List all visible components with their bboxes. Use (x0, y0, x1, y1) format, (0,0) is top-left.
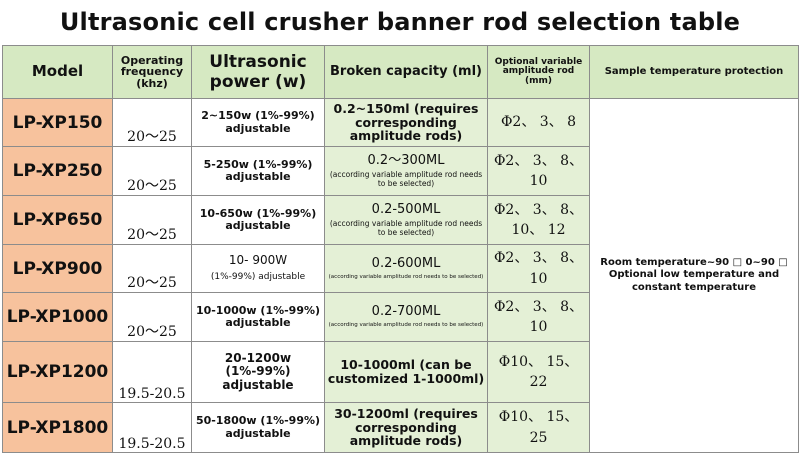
power-cell: 10- 900W (1%-99%) adjustable (191, 244, 325, 293)
model-cell: LP-XP900 (2, 244, 113, 293)
model-cell: LP-XP1000 (2, 292, 113, 342)
header-frequency: Operating frequency (khz) (112, 45, 192, 99)
frequency-cell: 20～25 (112, 292, 192, 342)
capacity-note: (according variable amplitude rod needs … (329, 219, 483, 237)
selection-table: Model Operating frequency (khz) Ultrason… (2, 45, 799, 453)
capacity-value: 0.2~150ml (requires corresponding amplit… (333, 100, 479, 144)
power-cell: 5-250w (1%-99%) adjustable (191, 146, 325, 196)
capacity-value: 0.2～300ML (367, 152, 445, 168)
page-title: Ultrasonic cell crusher banner rod selec… (59, 8, 741, 36)
model-cell: LP-XP1200 (2, 341, 113, 403)
power-value: 10- 900W (228, 252, 288, 267)
capacity-cell: 30-1200ml (requires corresponding amplit… (324, 402, 488, 453)
capacity-value: 0.2-600ML (371, 255, 441, 271)
table-row: LP-XP250 20～25 5-250w (1%-99%) adjustabl… (2, 146, 799, 196)
rod-cell: Φ2、 3、 8、 10 (487, 292, 590, 342)
capacity-cell: 0.2-700ML (according variable amplitude … (324, 292, 488, 342)
protection-cell: Room temperature~90 □ 0~90 □ Optional lo… (589, 98, 799, 453)
frequency-cell: 19.5-20.5 (112, 341, 192, 403)
frequency-cell: 20～25 (112, 244, 192, 293)
header-rod: Optional variable amplitude rod (mm) (487, 45, 590, 99)
frequency-cell: 19.5-20.5 (112, 402, 192, 453)
capacity-note: (according variable amplitude rod needs … (328, 273, 484, 280)
power-note: (1%-99%) adjustable (210, 272, 306, 283)
model-cell: LP-XP1800 (2, 402, 113, 453)
capacity-cell: 0.2-600ML (according variable amplitude … (324, 244, 488, 293)
frequency-cell: 20～25 (112, 146, 192, 196)
header-power: Ultrasonic power (w) (191, 45, 325, 99)
power-cell: 10-650w (1%-99%) adjustable (191, 195, 325, 245)
rod-cell: Φ10、 15、 25 (487, 402, 590, 453)
capacity-value: 0.2-500ML (371, 201, 441, 217)
capacity-cell: 0.2~150ml (requires corresponding amplit… (324, 98, 488, 147)
capacity-cell: 0.2-500ML (according variable amplitude … (324, 195, 488, 245)
table-row: LP-XP1800 19.5-20.5 50-1800w (1%-99%) ad… (2, 402, 799, 453)
capacity-note: (according variable amplitude rod needs … (329, 170, 483, 188)
rod-cell: Φ2、 3、 8、 10 (487, 244, 590, 293)
capacity-cell: 10-1000ml (can be customized 1-1000ml) (324, 341, 488, 403)
capacity-cell: 0.2～300ML (according variable amplitude … (324, 146, 488, 196)
rod-cell: Φ10、 15、 22 (487, 341, 590, 403)
capacity-value: 0.2-700ML (371, 304, 441, 320)
header-row: Model Operating frequency (khz) Ultrason… (2, 45, 799, 99)
frequency-cell: 20～25 (112, 98, 192, 147)
power-cell: 2~150w (1%-99%) adjustable (191, 98, 325, 147)
model-cell: LP-XP150 (2, 98, 113, 147)
capacity-value: 10-1000ml (can be customized 1-1000ml) (327, 357, 485, 386)
header-protection: Sample temperature protection (589, 45, 799, 99)
table-row: LP-XP900 20～25 10- 900W (1%-99%) adjusta… (2, 244, 799, 293)
frequency-cell: 20～25 (112, 195, 192, 245)
rod-cell: Φ2、 3、 8 (487, 98, 590, 147)
table-row: LP-XP1200 19.5-20.5 20-1200w (1%-99%) ad… (2, 341, 799, 403)
power-cell: 10-1000w (1%-99%) adjustable (191, 292, 325, 342)
model-cell: LP-XP250 (2, 146, 113, 196)
header-capacity: Broken capacity (ml) (324, 45, 488, 99)
power-cell: 20-1200w (1%-99%) adjustable (191, 341, 325, 403)
header-model: Model (2, 45, 113, 99)
table-row: LP-XP650 20～25 10-650w (1%-99%) adjustab… (2, 195, 799, 245)
capacity-note: (according variable amplitude rod needs … (328, 322, 484, 329)
rod-cell: Φ2、 3、 8、 10 (487, 146, 590, 196)
capacity-value: 30-1200ml (requires corresponding amplit… (334, 405, 478, 449)
model-cell: LP-XP650 (2, 195, 113, 245)
power-cell: 50-1800w (1%-99%) adjustable (191, 402, 325, 453)
table-row: LP-XP150 20～25 2~150w (1%-99%) adjustabl… (2, 98, 799, 453)
rod-cell: Φ2、 3、 8、 10、 12 (487, 195, 590, 245)
